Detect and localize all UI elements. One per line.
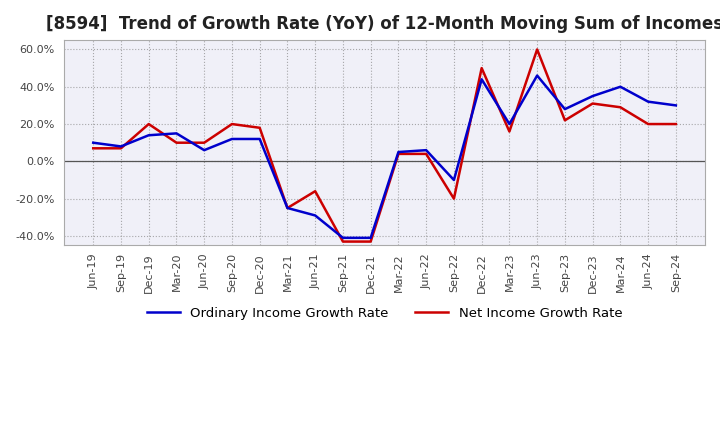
Net Income Growth Rate xyxy=(311,189,320,194)
Net Income Growth Rate xyxy=(449,196,458,202)
Net Income Growth Rate xyxy=(422,151,431,157)
Ordinary Income Growth Rate xyxy=(283,205,292,211)
Ordinary Income Growth Rate xyxy=(228,136,236,142)
Net Income Growth Rate xyxy=(477,66,486,71)
Net Income Growth Rate xyxy=(588,101,597,106)
Net Income Growth Rate xyxy=(644,121,652,127)
Ordinary Income Growth Rate xyxy=(200,147,209,153)
Net Income Growth Rate xyxy=(172,140,181,145)
Net Income Growth Rate xyxy=(228,121,236,127)
Ordinary Income Growth Rate xyxy=(394,150,402,155)
Net Income Growth Rate xyxy=(200,140,209,145)
Ordinary Income Growth Rate xyxy=(366,235,375,241)
Net Income Growth Rate xyxy=(145,121,153,127)
Line: Net Income Growth Rate: Net Income Growth Rate xyxy=(93,49,676,242)
Net Income Growth Rate xyxy=(283,205,292,211)
Ordinary Income Growth Rate xyxy=(338,235,347,241)
Ordinary Income Growth Rate xyxy=(172,131,181,136)
Net Income Growth Rate xyxy=(256,125,264,130)
Ordinary Income Growth Rate xyxy=(644,99,652,104)
Ordinary Income Growth Rate xyxy=(672,103,680,108)
Legend: Ordinary Income Growth Rate, Net Income Growth Rate: Ordinary Income Growth Rate, Net Income … xyxy=(142,301,628,325)
Ordinary Income Growth Rate xyxy=(311,213,320,218)
Net Income Growth Rate xyxy=(505,129,513,134)
Ordinary Income Growth Rate xyxy=(505,121,513,127)
Net Income Growth Rate xyxy=(394,151,402,157)
Ordinary Income Growth Rate xyxy=(89,140,97,145)
Ordinary Income Growth Rate xyxy=(616,84,625,89)
Net Income Growth Rate xyxy=(366,239,375,244)
Net Income Growth Rate xyxy=(89,146,97,151)
Ordinary Income Growth Rate xyxy=(477,77,486,82)
Ordinary Income Growth Rate xyxy=(117,144,125,149)
Title: [8594]  Trend of Growth Rate (YoY) of 12-Month Moving Sum of Incomes: [8594] Trend of Growth Rate (YoY) of 12-… xyxy=(46,15,720,33)
Ordinary Income Growth Rate xyxy=(422,147,431,153)
Ordinary Income Growth Rate xyxy=(588,93,597,99)
Net Income Growth Rate xyxy=(338,239,347,244)
Ordinary Income Growth Rate xyxy=(256,136,264,142)
Net Income Growth Rate xyxy=(117,146,125,151)
Line: Ordinary Income Growth Rate: Ordinary Income Growth Rate xyxy=(93,76,676,238)
Ordinary Income Growth Rate xyxy=(145,132,153,138)
Ordinary Income Growth Rate xyxy=(561,106,570,112)
Net Income Growth Rate xyxy=(533,47,541,52)
Net Income Growth Rate xyxy=(561,117,570,123)
Ordinary Income Growth Rate xyxy=(533,73,541,78)
Net Income Growth Rate xyxy=(672,121,680,127)
Net Income Growth Rate xyxy=(616,105,625,110)
Ordinary Income Growth Rate xyxy=(449,177,458,183)
